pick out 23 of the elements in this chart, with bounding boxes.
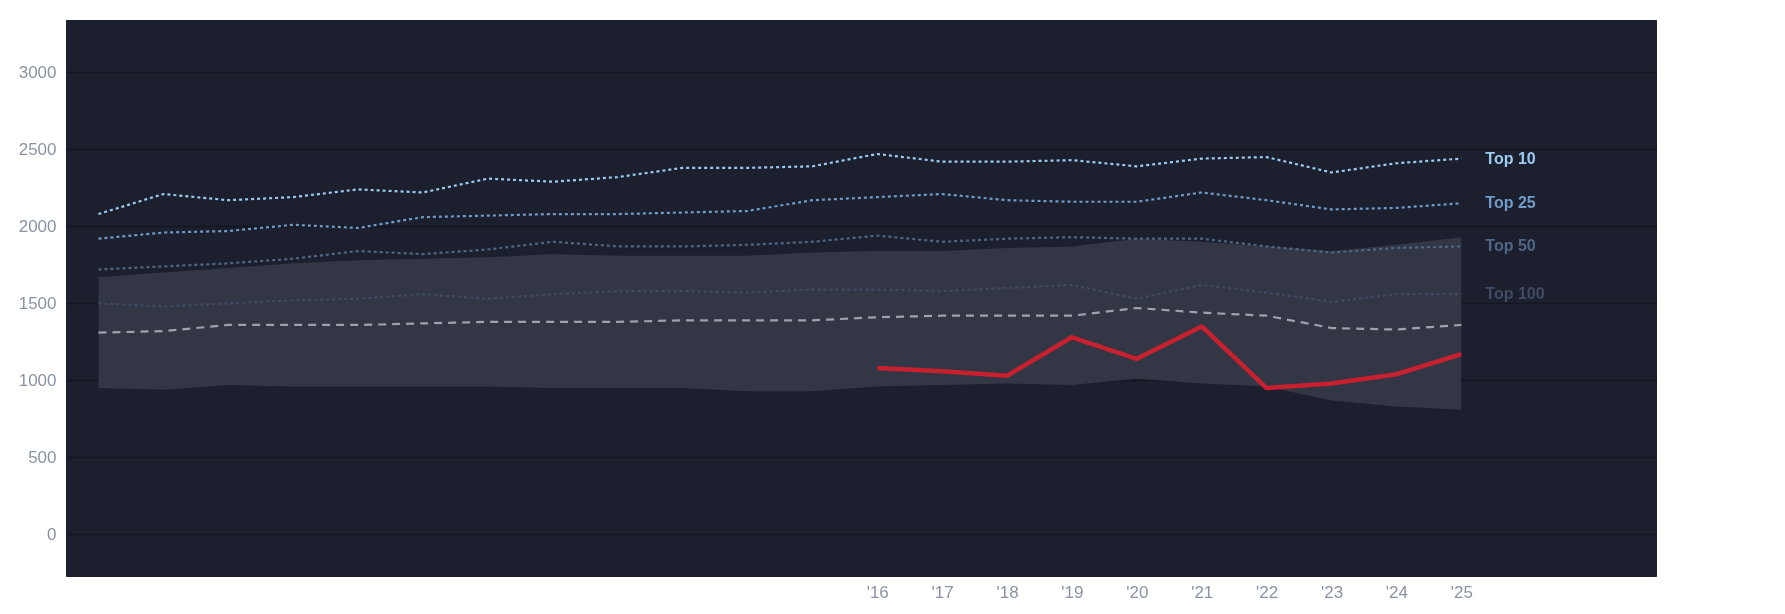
y-tick-label: 2500 [18,139,57,159]
series-label: Top 50 [1485,237,1536,255]
x-tick-label: '21 [1191,582,1214,602]
line-series [874,324,1464,391]
x-tick-label: '16 [866,582,889,602]
x-tick-label: '17 [931,582,954,602]
y-tick-label: 500 [28,447,57,467]
y-tick-label: 1000 [18,370,57,390]
x-tick-label: '23 [1320,582,1344,602]
x-tick-label: '19 [1061,582,1084,602]
line-series [97,234,1463,271]
x-tick-label: '25 [1450,582,1473,602]
line-series [97,306,1463,334]
y-tick-label: 3000 [18,62,57,82]
series-label: Top 10 [1485,149,1536,167]
x-tick-label: '22 [1256,582,1279,602]
x-tick-label: '24 [1385,582,1408,602]
y-tick-label: 0 [47,524,57,544]
series-label: Top 25 [1485,194,1536,212]
y-tick-label: 1500 [18,293,57,313]
x-tick-label: '20 [1126,582,1149,602]
y-tick-label: 2000 [18,216,57,236]
x-tick-label: '18 [996,582,1019,602]
